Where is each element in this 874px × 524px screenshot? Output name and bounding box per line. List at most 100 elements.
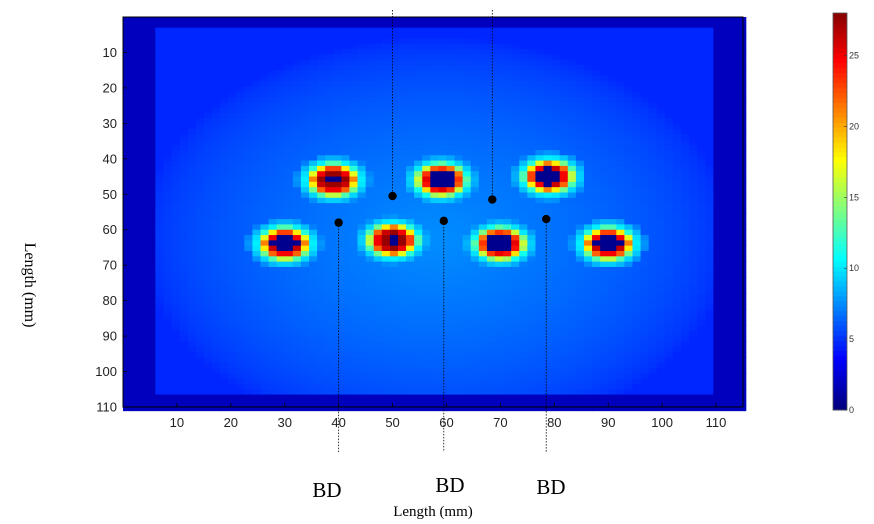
heat-cell [139, 245, 148, 252]
heat-cell [454, 261, 464, 268]
heat-cell [317, 91, 326, 98]
heat-cell [260, 352, 270, 358]
heat-cell [333, 272, 342, 279]
heat-cell [397, 86, 407, 93]
heat-cell [592, 139, 601, 146]
heat-cell [195, 43, 205, 50]
heat-cell [252, 192, 262, 199]
heat-cell [583, 86, 593, 93]
heat-cell [470, 266, 480, 273]
heat-cell [583, 325, 593, 332]
heat-cell [470, 144, 480, 151]
heat-cell [147, 235, 156, 241]
heat-cell [567, 155, 577, 162]
heat-cell [632, 219, 642, 226]
heat-cell [317, 107, 326, 114]
heat-cell [187, 192, 197, 199]
heat-cell [341, 32, 351, 39]
heat-cell [486, 32, 496, 39]
heat-cell [284, 80, 294, 87]
heat-cell [284, 118, 294, 124]
heat-cell [672, 298, 682, 305]
heat-cell [220, 309, 229, 316]
heat-cell [664, 165, 674, 172]
heat-cell [575, 346, 585, 353]
heat-cell [462, 341, 472, 348]
heat-cell [163, 288, 173, 295]
heat-cell [511, 91, 520, 98]
heat-cell [624, 266, 634, 273]
heat-cell [446, 224, 456, 231]
heat-cell [519, 219, 528, 226]
heat-cell [406, 22, 415, 29]
heat-cell [583, 203, 593, 210]
heat-cell [543, 22, 553, 29]
heat-cell [228, 224, 237, 231]
heat-cell [705, 17, 714, 23]
heat-cell [187, 229, 197, 236]
heat-cell [292, 59, 302, 66]
heat-cell [325, 171, 334, 178]
heat-cell [211, 118, 221, 124]
heat-cell [632, 64, 642, 71]
heat-cell [349, 341, 359, 348]
heat-cell [486, 75, 496, 82]
heat-cell [187, 86, 197, 93]
heat-cell [430, 123, 439, 130]
heat-cell [535, 304, 545, 311]
heat-cell [244, 282, 253, 289]
heat-cell [559, 235, 569, 241]
heat-cell [551, 266, 561, 273]
heat-cell [276, 197, 286, 204]
heat-cell [171, 123, 181, 130]
heat-cell [689, 352, 698, 358]
heat-cell [244, 171, 253, 178]
heat-cell [632, 224, 642, 231]
heat-cell [406, 229, 415, 236]
heat-cell [721, 320, 731, 327]
heat-cell [648, 293, 658, 300]
heat-cell [600, 59, 609, 66]
heat-cell [211, 32, 221, 39]
heat-cell [147, 224, 156, 231]
heat-cell [511, 155, 520, 162]
heat-cell [317, 176, 326, 183]
heat-cell [236, 43, 245, 50]
heat-cell [486, 59, 496, 66]
heat-cell [220, 357, 229, 364]
heat-cell [632, 336, 642, 343]
heat-cell [179, 149, 189, 156]
heat-cell [131, 176, 140, 183]
heat-cell [341, 123, 351, 130]
heat-cell [438, 32, 448, 39]
heat-cell [592, 336, 601, 343]
heat-cell [389, 176, 399, 183]
heat-cell [179, 176, 189, 183]
heat-cell [252, 181, 262, 188]
heat-cell [381, 245, 391, 252]
heat-cell [147, 288, 156, 295]
heat-cell [268, 160, 278, 167]
heat-cell [389, 91, 399, 98]
heat-cell [341, 80, 351, 87]
heat-cell [551, 304, 561, 311]
heat-cell [729, 165, 739, 172]
heat-cell [373, 288, 383, 295]
heat-cell [600, 224, 609, 231]
heat-cell [705, 245, 714, 252]
heat-cell [737, 208, 747, 215]
heat-cell [163, 70, 173, 77]
heat-cell [656, 22, 666, 29]
heat-cell [389, 32, 399, 39]
heat-cell [697, 251, 706, 257]
heat-cell [543, 160, 553, 167]
heat-cell [446, 213, 456, 220]
heat-cell [414, 235, 423, 241]
heat-cell [664, 187, 674, 194]
heat-cell [341, 293, 351, 300]
heat-cell [139, 229, 148, 236]
heat-cell [737, 197, 747, 204]
heat-cell [276, 118, 286, 124]
heat-cell [341, 59, 351, 66]
heat-cell [195, 70, 205, 77]
